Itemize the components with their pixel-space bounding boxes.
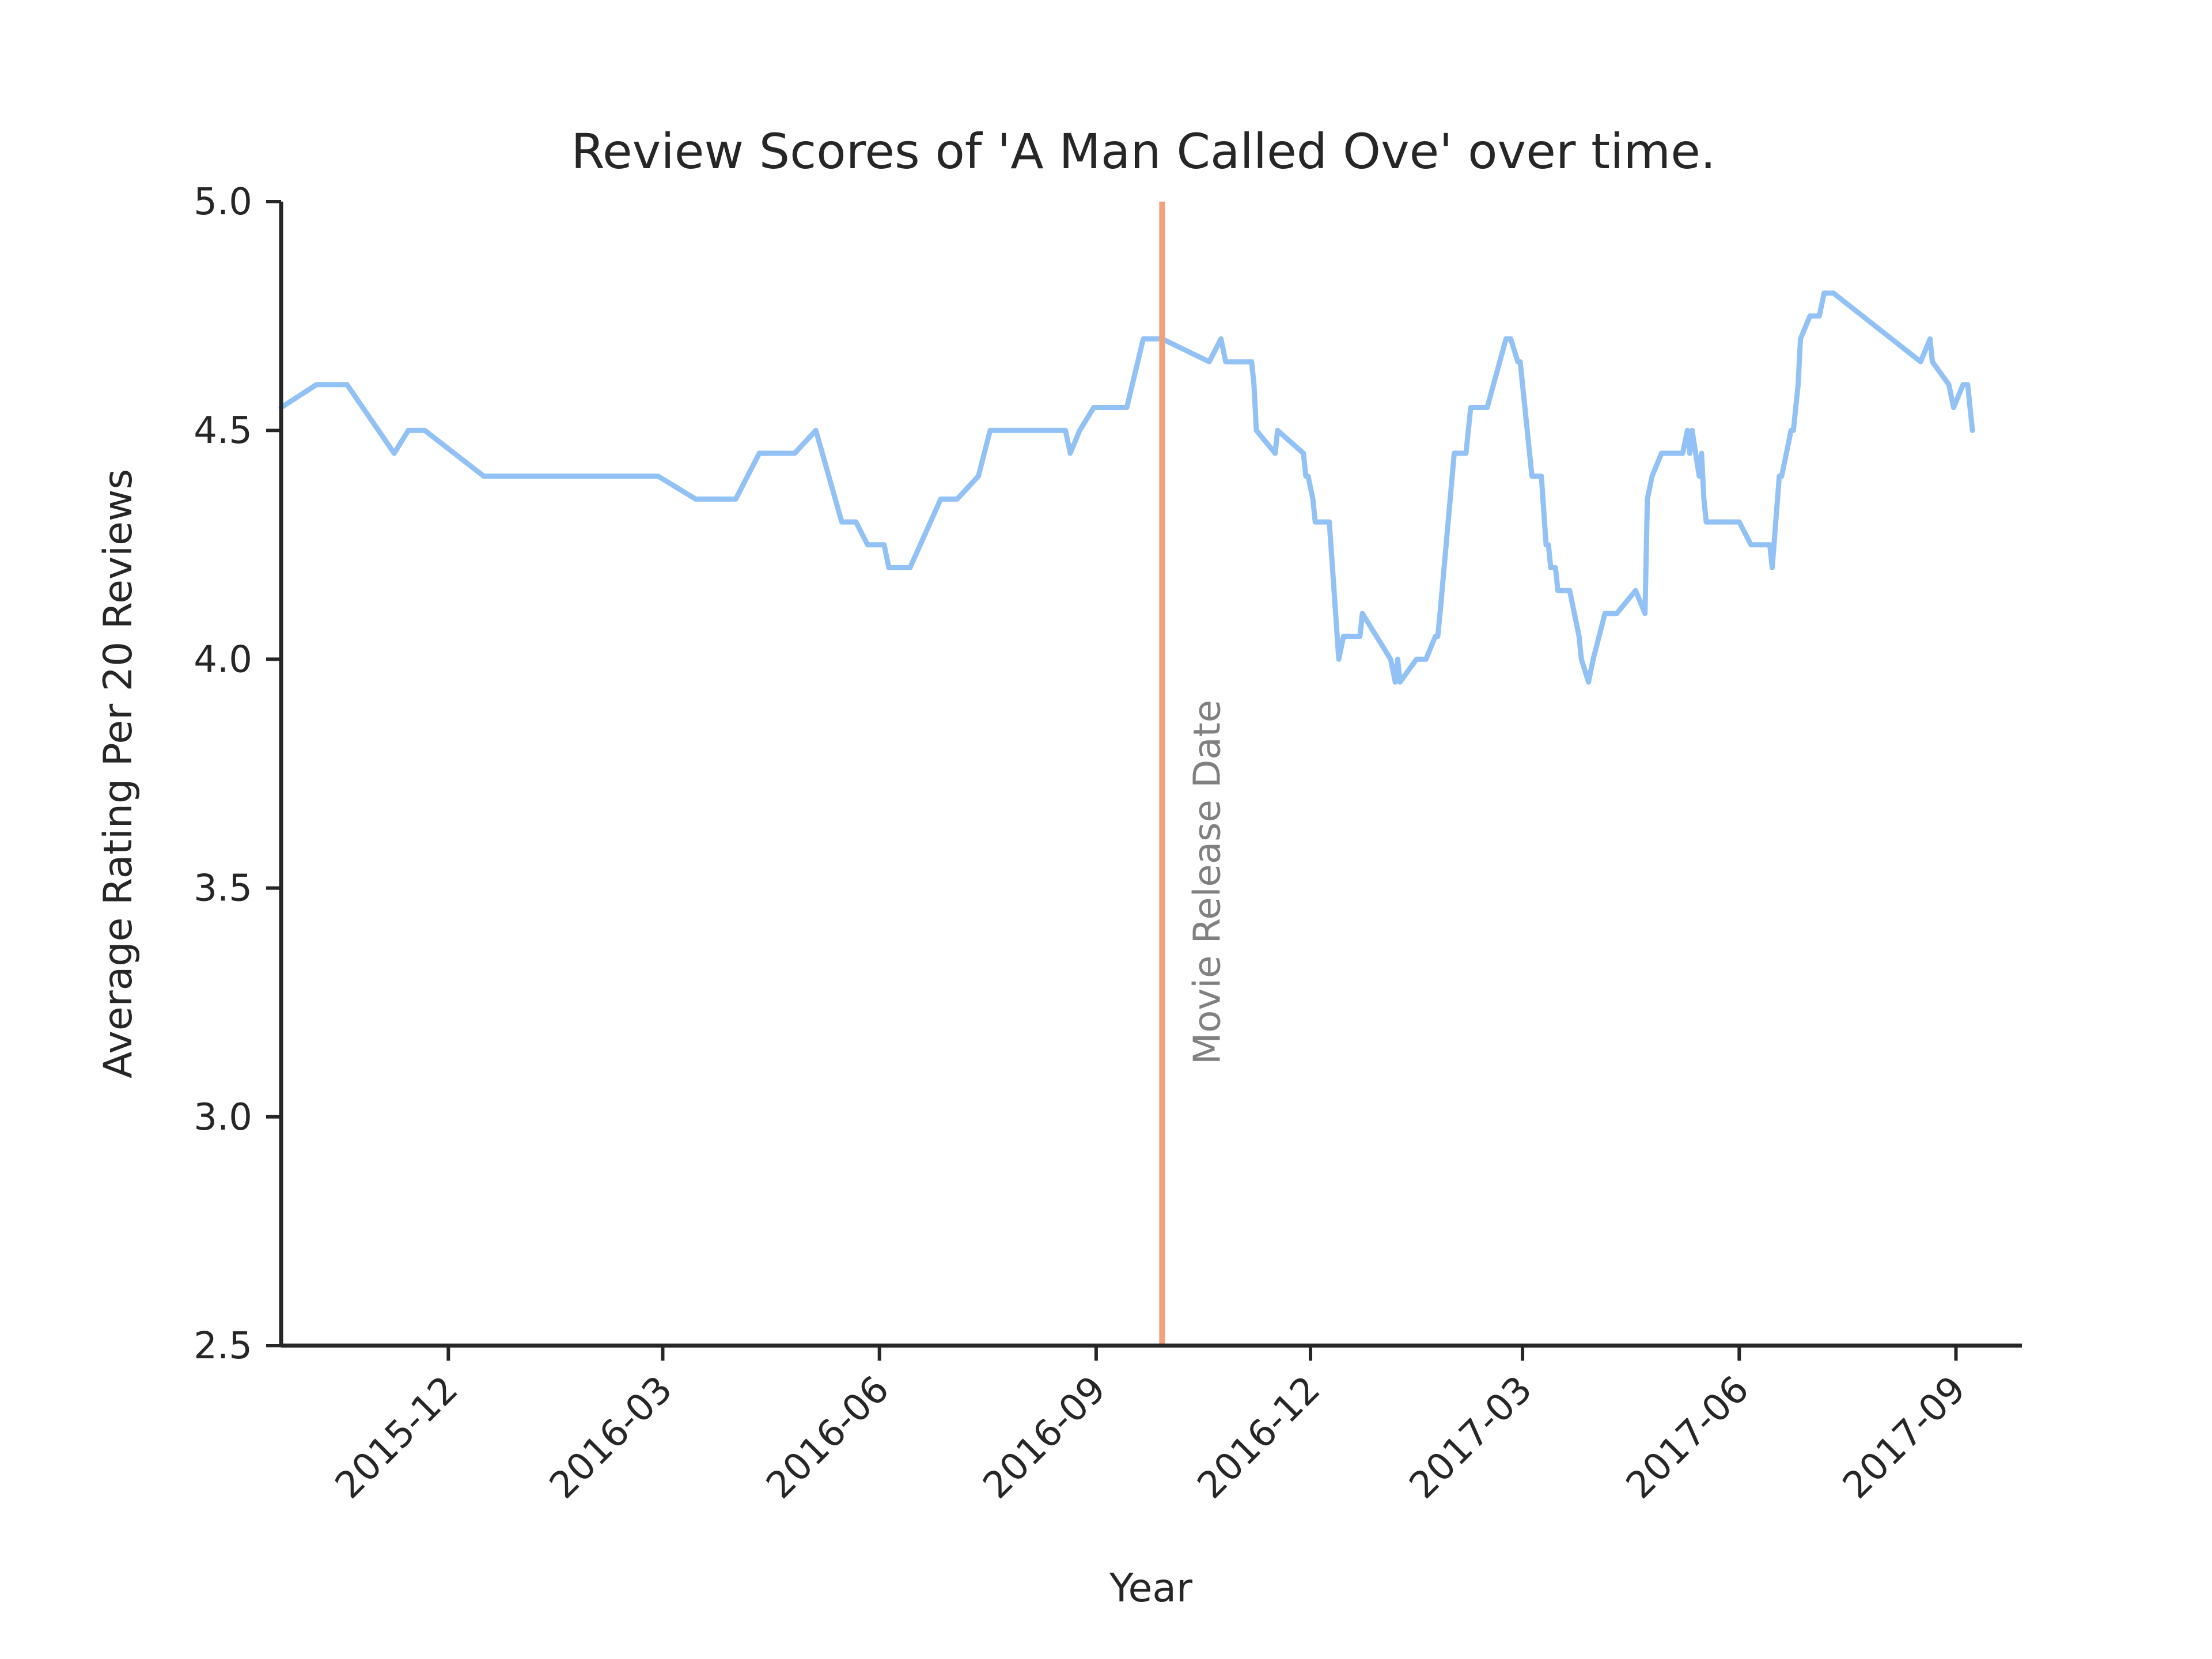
y-tick-label: 5.0: [194, 181, 252, 224]
x-tick-label: 2017-06: [1618, 1368, 1757, 1507]
series-line: [278, 290, 1975, 685]
x-tick-label: 2016-03: [541, 1368, 680, 1507]
chart-title: Review Scores of 'A Man Called Ove' over…: [571, 123, 1715, 180]
plot-area: Movie Release Date: [278, 202, 1975, 1346]
y-axis-label: Average Rating Per 20 Reviews: [96, 469, 141, 1078]
y-tick-label: 4.5: [194, 410, 252, 452]
y-tick-label: 4.0: [194, 638, 252, 681]
y-tick-label: 3.0: [194, 1096, 252, 1139]
x-axis-ticks: 2015-12 2016-03 2016-06 2016-09 2016-12 2017-…: [327, 1346, 1974, 1507]
x-tick-label: 2016-06: [759, 1368, 897, 1507]
y-tick-label: 2.5: [194, 1325, 252, 1368]
x-axis-label: Year: [1109, 1566, 1192, 1611]
y-tick-label: 3.5: [194, 868, 252, 910]
x-tick-label: 2016-09: [975, 1368, 1114, 1507]
y-axis-ticks: 2.5 3.0 3.5 4.0 4.5 5.0: [194, 181, 281, 1368]
release-date-label: Movie Release Date: [1186, 700, 1229, 1065]
x-tick-label: 2017-03: [1402, 1368, 1540, 1507]
x-tick-label: 2017-09: [1835, 1368, 1974, 1507]
x-tick-label: 2015-12: [327, 1368, 466, 1507]
x-tick-label: 2016-12: [1190, 1368, 1328, 1507]
